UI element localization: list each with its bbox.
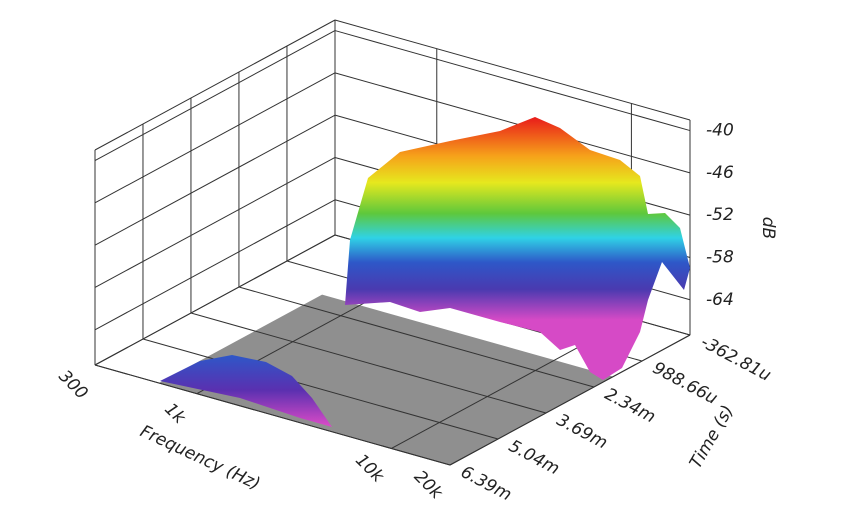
x-tick-label: 1k — [160, 399, 190, 429]
z-tick-label: -46 — [706, 163, 734, 183]
x-axis-title: Frequency (Hz) — [137, 422, 263, 495]
grid-line — [449, 334, 691, 466]
z-axis-title: dB — [758, 217, 778, 239]
y-tick-label: 988.66u — [649, 358, 721, 409]
surface — [160, 117, 690, 427]
grid-line — [190, 312, 547, 414]
y-tick-label: 6.39m — [457, 462, 514, 505]
y-tick-label: 5.04m — [505, 436, 562, 479]
grid-line — [94, 72, 336, 204]
grid-line — [142, 338, 499, 440]
box-edge — [94, 19, 336, 151]
grid-walls — [94, 19, 691, 466]
x-tick-label: 20k — [410, 467, 447, 504]
z-tick-label: -52 — [706, 205, 734, 225]
z-tick-label: -40 — [706, 121, 734, 141]
grid-line — [94, 364, 451, 466]
box-edge — [334, 19, 691, 121]
x-tick-label: 10k — [351, 450, 388, 487]
grid-line — [238, 286, 595, 388]
grid-line — [94, 234, 336, 366]
floor — [158, 294, 614, 465]
y-tick-label: 2.34m — [601, 384, 658, 427]
grid-line — [334, 30, 691, 132]
grid-line — [94, 157, 336, 288]
grid-line — [334, 72, 691, 174]
z-tick-label: -64 — [706, 290, 734, 310]
grid-line — [94, 114, 336, 246]
y-tick-label: 3.69m — [553, 410, 610, 453]
z-tick-label: -58 — [706, 247, 734, 267]
x-tick-label: 300 — [54, 366, 91, 403]
grid-line — [94, 30, 336, 162]
surface-front — [160, 355, 332, 427]
y-axis-title: Time (s) — [686, 402, 738, 472]
surface-main — [345, 117, 690, 380]
y-tick-label: -362.81u — [697, 332, 774, 386]
grid-line — [94, 199, 336, 331]
